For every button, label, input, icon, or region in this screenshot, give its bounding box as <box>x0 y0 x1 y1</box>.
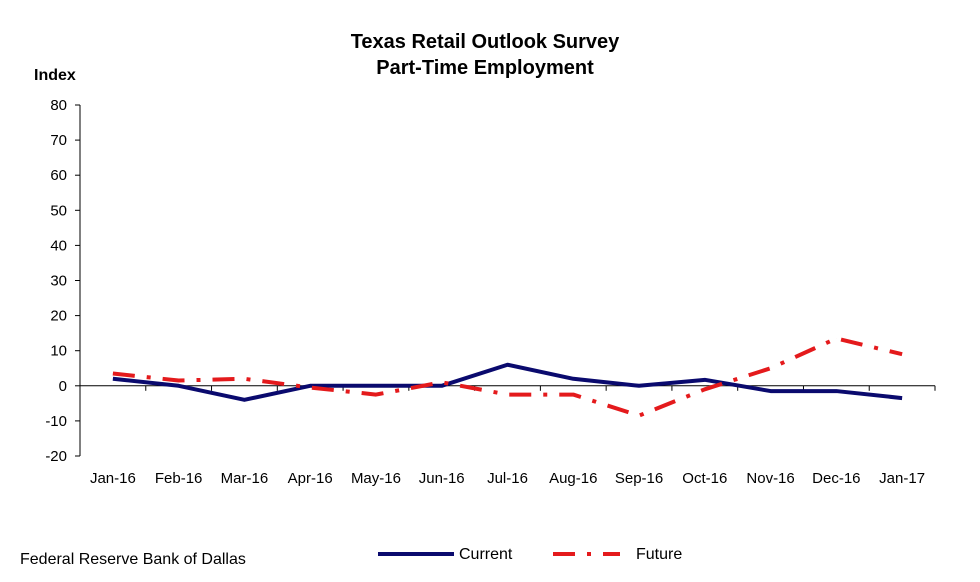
axes <box>75 104 936 457</box>
y-tick-label: 60 <box>50 167 67 184</box>
x-tick-labels: Jan-16 Feb-16 Mar-16 Apr-16 May-16 Jun-16 Jul-… <box>90 470 925 487</box>
y-axis-label: Index <box>34 67 76 84</box>
source-note: Federal Reserve Bank of Dallas <box>20 551 246 568</box>
legend: Current Future <box>378 546 682 563</box>
y-tick-label: 10 <box>50 343 67 360</box>
y-tick-label: 80 <box>50 97 67 114</box>
chart-title-line-1: Texas Retail Outlook Survey <box>351 31 620 53</box>
x-tick-label: Jul-16 <box>487 470 528 487</box>
x-tick-label: Jan-16 <box>90 470 136 487</box>
x-tick-label: Nov-16 <box>746 470 794 487</box>
x-tick-label: Jun-16 <box>419 470 465 487</box>
x-tick-label: Jan-17 <box>879 470 925 487</box>
y-tick-label: 40 <box>50 237 67 254</box>
x-tick-label: Feb-16 <box>155 470 203 487</box>
y-tick-label: 70 <box>50 132 67 149</box>
series-line-future <box>112 336 903 418</box>
x-tick-label: Mar-16 <box>221 470 269 487</box>
y-tick-label: -20 <box>45 448 67 465</box>
x-tick-label: Sep-16 <box>615 470 663 487</box>
chart-title-line-2: Part-Time Employment <box>376 57 594 79</box>
x-tick-label: Dec-16 <box>812 470 860 487</box>
y-tick-label: 20 <box>50 308 67 325</box>
x-tick-label: May-16 <box>351 470 401 487</box>
y-tick-label: -10 <box>45 413 67 430</box>
x-tick-label: Apr-16 <box>288 470 333 487</box>
y-tick-label: 50 <box>50 202 67 219</box>
y-tick-label: 0 <box>59 378 67 395</box>
x-tick-label: Oct-16 <box>682 470 727 487</box>
y-tick-labels: -20 -10 0 10 20 30 40 50 60 70 80 <box>45 97 67 465</box>
legend-future-label: Future <box>636 546 682 563</box>
y-tick-label: 30 <box>50 273 67 290</box>
series-lines <box>112 336 903 418</box>
legend-current-label: Current <box>459 546 513 563</box>
x-tick-label: Aug-16 <box>549 470 597 487</box>
